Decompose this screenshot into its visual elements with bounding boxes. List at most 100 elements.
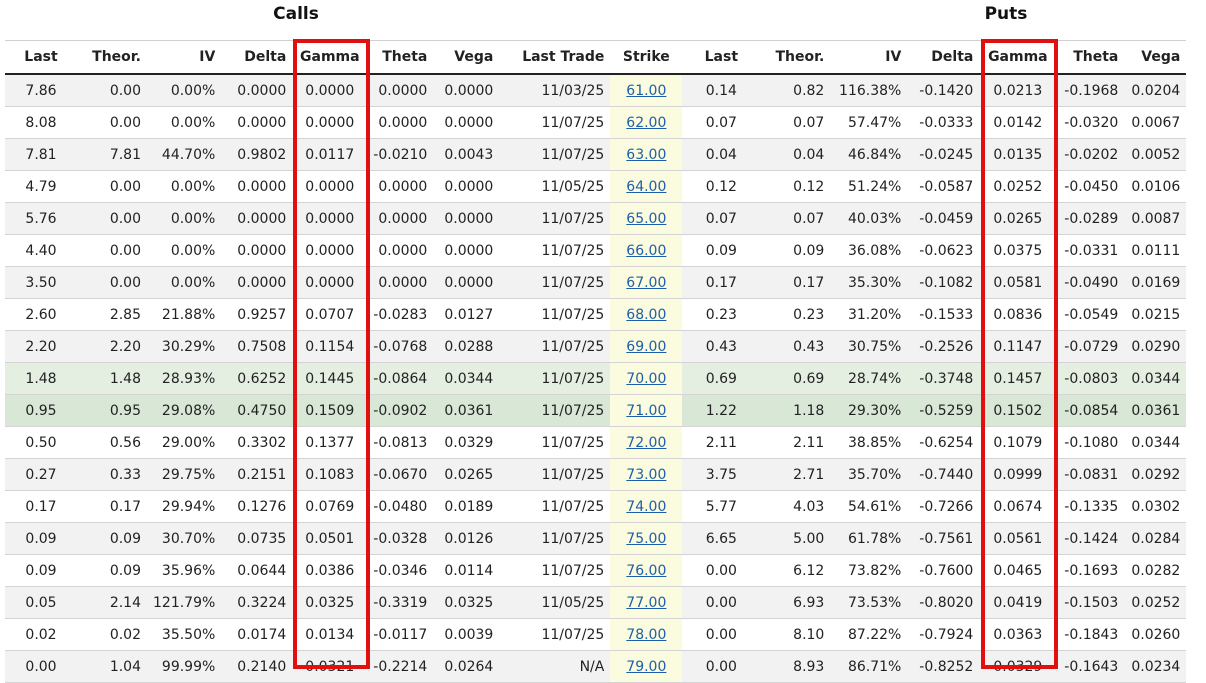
cell-put-delta: -0.0459 [907, 202, 980, 235]
cell-call-theor: 0.00 [77, 234, 147, 267]
cell-put-theta: -0.0320 [1056, 106, 1125, 139]
cell-call-last: 0.27 [5, 458, 77, 491]
column-header-put-vega[interactable]: Vega [1124, 40, 1187, 75]
cell-put-last: 0.17 [682, 266, 761, 299]
strike-link[interactable]: 74.00 [626, 498, 667, 515]
column-header-last-trade[interactable]: Last Trade [499, 40, 611, 75]
cell-put-gamma: 0.0265 [979, 202, 1057, 235]
column-header-put-delta[interactable]: Delta [907, 40, 980, 75]
cell-call-iv: 0.00% [147, 170, 222, 203]
cell-call-theor: 1.04 [77, 650, 147, 683]
cell-put-vega: 0.0292 [1124, 458, 1187, 491]
strike-link[interactable]: 64.00 [626, 178, 667, 195]
cell-call-last: 2.20 [5, 330, 77, 363]
cell-call-delta: 0.3224 [221, 586, 293, 619]
cell-put-delta: -0.8020 [907, 586, 980, 619]
cell-call-last: 2.60 [5, 298, 77, 331]
cell-put-iv: 30.75% [830, 330, 908, 363]
cell-put-theta: -0.0549 [1056, 298, 1125, 331]
column-header-put-last[interactable]: Last [682, 40, 761, 75]
cell-put-iv: 46.84% [830, 138, 908, 171]
strike-link[interactable]: 71.00 [626, 402, 667, 419]
column-header-put-theor[interactable]: Theor. [760, 40, 831, 75]
cell-call-delta: 0.7508 [221, 330, 293, 363]
cell-put-last: 6.65 [682, 522, 761, 555]
column-header-put-theta[interactable]: Theta [1056, 40, 1125, 75]
column-header-call-theta[interactable]: Theta [367, 40, 434, 75]
cell-put-gamma: 0.0363 [979, 618, 1057, 651]
cell-call-gamma: 0.0000 [292, 266, 368, 299]
cell-call-iv: 30.29% [147, 330, 222, 363]
cell-put-theor: 2.71 [760, 458, 831, 491]
cell-put-vega: 0.0344 [1124, 426, 1187, 459]
cell-call-gamma: 0.0000 [292, 106, 368, 139]
column-header-strike[interactable]: Strike [610, 40, 683, 75]
column-header-put-iv[interactable]: IV [830, 40, 908, 75]
table-row: 0.27 0.33 29.75% 0.2151 0.1083 -0.0670 0.0265 1… [5, 458, 1187, 491]
cell-put-vega: 0.0204 [1124, 74, 1187, 107]
cell-call-vega: 0.0039 [433, 618, 500, 651]
cell-put-theta: -0.0490 [1056, 266, 1125, 299]
strike-link[interactable]: 67.00 [626, 274, 667, 291]
cell-call-theta: 0.0000 [367, 106, 434, 139]
cell-call-theta: -0.0210 [367, 138, 434, 171]
cell-call-gamma: 0.1377 [292, 426, 368, 459]
cell-put-last: 0.00 [682, 586, 761, 619]
strike-link[interactable]: 63.00 [626, 146, 667, 163]
cell-put-vega: 0.0169 [1124, 266, 1187, 299]
cell-call-gamma: 0.0325 [292, 586, 368, 619]
cell-call-iv: 29.00% [147, 426, 222, 459]
cell-put-vega: 0.0361 [1124, 394, 1187, 427]
cell-call-theor: 0.33 [77, 458, 147, 491]
strike-link[interactable]: 78.00 [626, 626, 667, 643]
strike-link[interactable]: 70.00 [626, 370, 667, 387]
strike-link[interactable]: 66.00 [626, 242, 667, 259]
cell-call-gamma: 0.0707 [292, 298, 368, 331]
cell-call-last: 0.17 [5, 490, 77, 523]
cell-put-theor: 0.17 [760, 266, 831, 299]
column-header-call-vega[interactable]: Vega [433, 40, 500, 75]
cell-last-trade: 11/07/25 [499, 362, 611, 395]
cell-put-last: 5.77 [682, 490, 761, 523]
cell-put-theor: 8.93 [760, 650, 831, 683]
cell-call-iv: 28.93% [147, 362, 222, 395]
table-row: 0.00 1.04 99.99% 0.2140 0.0321 -0.2214 0.0264 N… [5, 650, 1187, 683]
cell-put-theor: 0.82 [760, 74, 831, 107]
cell-put-last: 0.69 [682, 362, 761, 395]
strike-link[interactable]: 61.00 [626, 82, 667, 99]
cell-call-theta: -0.0768 [367, 330, 434, 363]
cell-call-theta: 0.0000 [367, 266, 434, 299]
cell-call-iv: 0.00% [147, 266, 222, 299]
cell-call-theta: -0.3319 [367, 586, 434, 619]
strike-link[interactable]: 79.00 [626, 658, 667, 675]
cell-put-theor: 6.12 [760, 554, 831, 587]
table-row: 0.05 2.14 121.79% 0.3224 0.0325 -0.3319 0.0325… [5, 586, 1187, 619]
column-header-call-theor[interactable]: Theor. [77, 40, 147, 75]
column-header-call-last[interactable]: Last [5, 40, 77, 75]
strike-link[interactable]: 62.00 [626, 114, 667, 131]
strike-link[interactable]: 69.00 [626, 338, 667, 355]
table-row: 3.50 0.00 0.00% 0.0000 0.0000 0.0000 0.0000 11/… [5, 266, 1187, 299]
cell-call-last: 0.09 [5, 522, 77, 555]
strike-link[interactable]: 77.00 [626, 594, 667, 611]
strike-link[interactable]: 75.00 [626, 530, 667, 547]
column-header-put-gamma[interactable]: Gamma [979, 40, 1057, 75]
column-header-call-delta[interactable]: Delta [221, 40, 293, 75]
cell-call-delta: 0.4750 [221, 394, 293, 427]
strike-link[interactable]: 73.00 [626, 466, 667, 483]
column-header-call-iv[interactable]: IV [147, 40, 222, 75]
cell-put-theta: -0.1693 [1056, 554, 1125, 587]
cell-call-gamma: 0.0117 [292, 138, 368, 171]
cell-call-iv: 29.94% [147, 490, 222, 523]
strike-link[interactable]: 72.00 [626, 434, 667, 451]
cell-put-delta: -0.7924 [907, 618, 980, 651]
cell-call-last: 7.86 [5, 74, 77, 107]
cell-put-gamma: 0.0581 [979, 266, 1057, 299]
strike-link[interactable]: 68.00 [626, 306, 667, 323]
strike-link[interactable]: 76.00 [626, 562, 667, 579]
cell-put-vega: 0.0215 [1124, 298, 1187, 331]
strike-link[interactable]: 65.00 [626, 210, 667, 227]
table-row: 2.60 2.85 21.88% 0.9257 0.0707 -0.0283 0.0127 1… [5, 298, 1187, 331]
cell-call-delta: 0.2151 [221, 458, 293, 491]
column-header-call-gamma[interactable]: Gamma [292, 40, 368, 75]
